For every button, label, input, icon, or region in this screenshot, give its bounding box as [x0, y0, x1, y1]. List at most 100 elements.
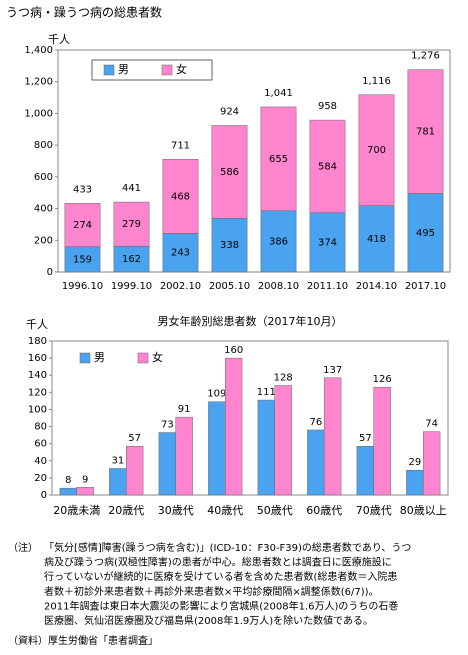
y-tick-label: 200 — [34, 235, 53, 246]
bar-segment — [162, 159, 199, 234]
value-label: 29 — [408, 457, 421, 468]
value-label: 111 — [257, 387, 276, 398]
bar-segment — [407, 69, 444, 194]
total-label: 1,116 — [362, 76, 391, 87]
x-tick-label: 2005.10 — [209, 281, 250, 292]
value-label: 586 — [220, 167, 239, 178]
y-tick-label: 1,200 — [24, 77, 53, 88]
bar — [158, 432, 176, 496]
y-unit: 千人 — [48, 33, 70, 46]
bar-segment — [358, 94, 395, 206]
y-tick-label: 180 — [28, 336, 47, 347]
value-label: 495 — [416, 228, 435, 239]
note-line: 医療圏、気仙沼医療圏及び福島県(2008年1.9万人)を除いた数値である。 — [44, 614, 373, 627]
legend-swatch — [79, 352, 91, 364]
bar-segment — [407, 193, 444, 273]
y-tick-label: 0 — [47, 267, 53, 278]
bar — [373, 386, 391, 496]
bar-segment — [260, 106, 297, 212]
y-tick-label: 100 — [28, 404, 47, 415]
value-label: 418 — [367, 234, 386, 245]
value-label: 9 — [82, 474, 88, 485]
value-label: 274 — [73, 220, 92, 231]
note-line: 「気分[感情]障害(躁うつ病を含む)」(ICD-10：F30-F39)の総患者数… — [44, 541, 411, 554]
y-tick-label: 600 — [34, 172, 53, 183]
bar — [257, 399, 276, 496]
value-label: 655 — [269, 154, 288, 165]
bar — [423, 431, 441, 496]
legend-frame — [91, 59, 213, 81]
y-unit: 千人 — [26, 318, 48, 331]
legend-label: 男 — [118, 63, 129, 76]
value-label: 160 — [224, 345, 243, 356]
y-tick-label: 0 — [41, 490, 47, 501]
value-label: 31 — [111, 455, 124, 466]
total-label: 433 — [73, 184, 92, 195]
bar — [76, 487, 94, 496]
value-label: 126 — [373, 374, 392, 385]
bar — [324, 377, 342, 496]
y-tick-label: 60 — [34, 439, 47, 450]
y-tick-label: 40 — [34, 456, 47, 467]
value-label: 57 — [359, 433, 372, 444]
source: （資料）厚生労働省「患者調査」 — [8, 634, 158, 647]
value-label: 109 — [207, 389, 226, 400]
value-label: 374 — [318, 237, 337, 248]
legend-label: 男 — [94, 351, 105, 364]
value-label: 468 — [171, 191, 190, 202]
x-tick-label: 2008.10 — [258, 281, 299, 292]
chart-title: 男女年齢別総患者数（2017年10月） — [158, 314, 343, 328]
x-tick-label: 2002.10 — [160, 281, 201, 292]
value-label: 73 — [161, 420, 174, 431]
value-label: 386 — [269, 236, 288, 247]
bar — [126, 445, 144, 496]
value-label: 74 — [425, 419, 438, 430]
bar-segment — [64, 203, 101, 248]
bar-segment — [64, 246, 101, 273]
legend-swatch — [137, 352, 149, 364]
total-label: 711 — [171, 140, 190, 151]
bar — [109, 468, 127, 496]
bar-segment — [358, 205, 395, 273]
x-tick-label: 60歳代 — [306, 504, 342, 517]
value-label: 700 — [367, 145, 386, 156]
y-tick-label: 400 — [34, 204, 53, 215]
value-label: 159 — [73, 254, 92, 265]
legend-label: 女 — [176, 62, 187, 76]
legend-swatch — [161, 64, 173, 76]
bar-segment — [309, 212, 346, 273]
note-line: 者数＋初診外来患者数＋再診外来患者数×平均診療間隔×調整係数(6/7))。 — [44, 585, 379, 598]
bar-segment — [211, 125, 248, 219]
note-line: 2011年調査は東日本大震災の影響により宮城県(2008年1.6万人)のうちの石… — [44, 599, 398, 612]
bar — [307, 429, 325, 496]
bar-segment — [260, 210, 297, 273]
value-label: 137 — [323, 365, 342, 376]
x-tick-label: 1999.10 — [111, 281, 152, 292]
x-tick-label: 2011.10 — [307, 281, 348, 292]
value-label: 8 — [65, 475, 71, 486]
page-title: うつ病・躁うつ病の総患者数 — [6, 5, 162, 20]
y-tick-label: 1,000 — [24, 108, 53, 119]
bar — [59, 487, 77, 496]
total-label: 441 — [122, 183, 141, 194]
plot-frame — [57, 49, 451, 273]
y-tick-label: 140 — [28, 370, 47, 381]
x-tick-label: 40歳代 — [207, 504, 243, 517]
bar — [225, 357, 243, 496]
y-tick-label: 120 — [28, 387, 47, 398]
total-label: 958 — [318, 101, 337, 112]
bar-segment — [162, 233, 199, 273]
legend-swatch — [103, 64, 115, 76]
legend-label: 女 — [152, 350, 163, 364]
total-label: 1,041 — [264, 88, 293, 99]
y-tick-label: 800 — [34, 140, 53, 151]
value-label: 584 — [318, 161, 337, 172]
value-label: 57 — [128, 433, 141, 444]
bar — [274, 385, 292, 496]
y-tick-label: 20 — [34, 473, 47, 484]
bar-segment — [113, 201, 150, 247]
bar — [406, 469, 424, 496]
value-label: 91 — [178, 404, 191, 415]
x-tick-label: 2014.10 — [356, 281, 397, 292]
